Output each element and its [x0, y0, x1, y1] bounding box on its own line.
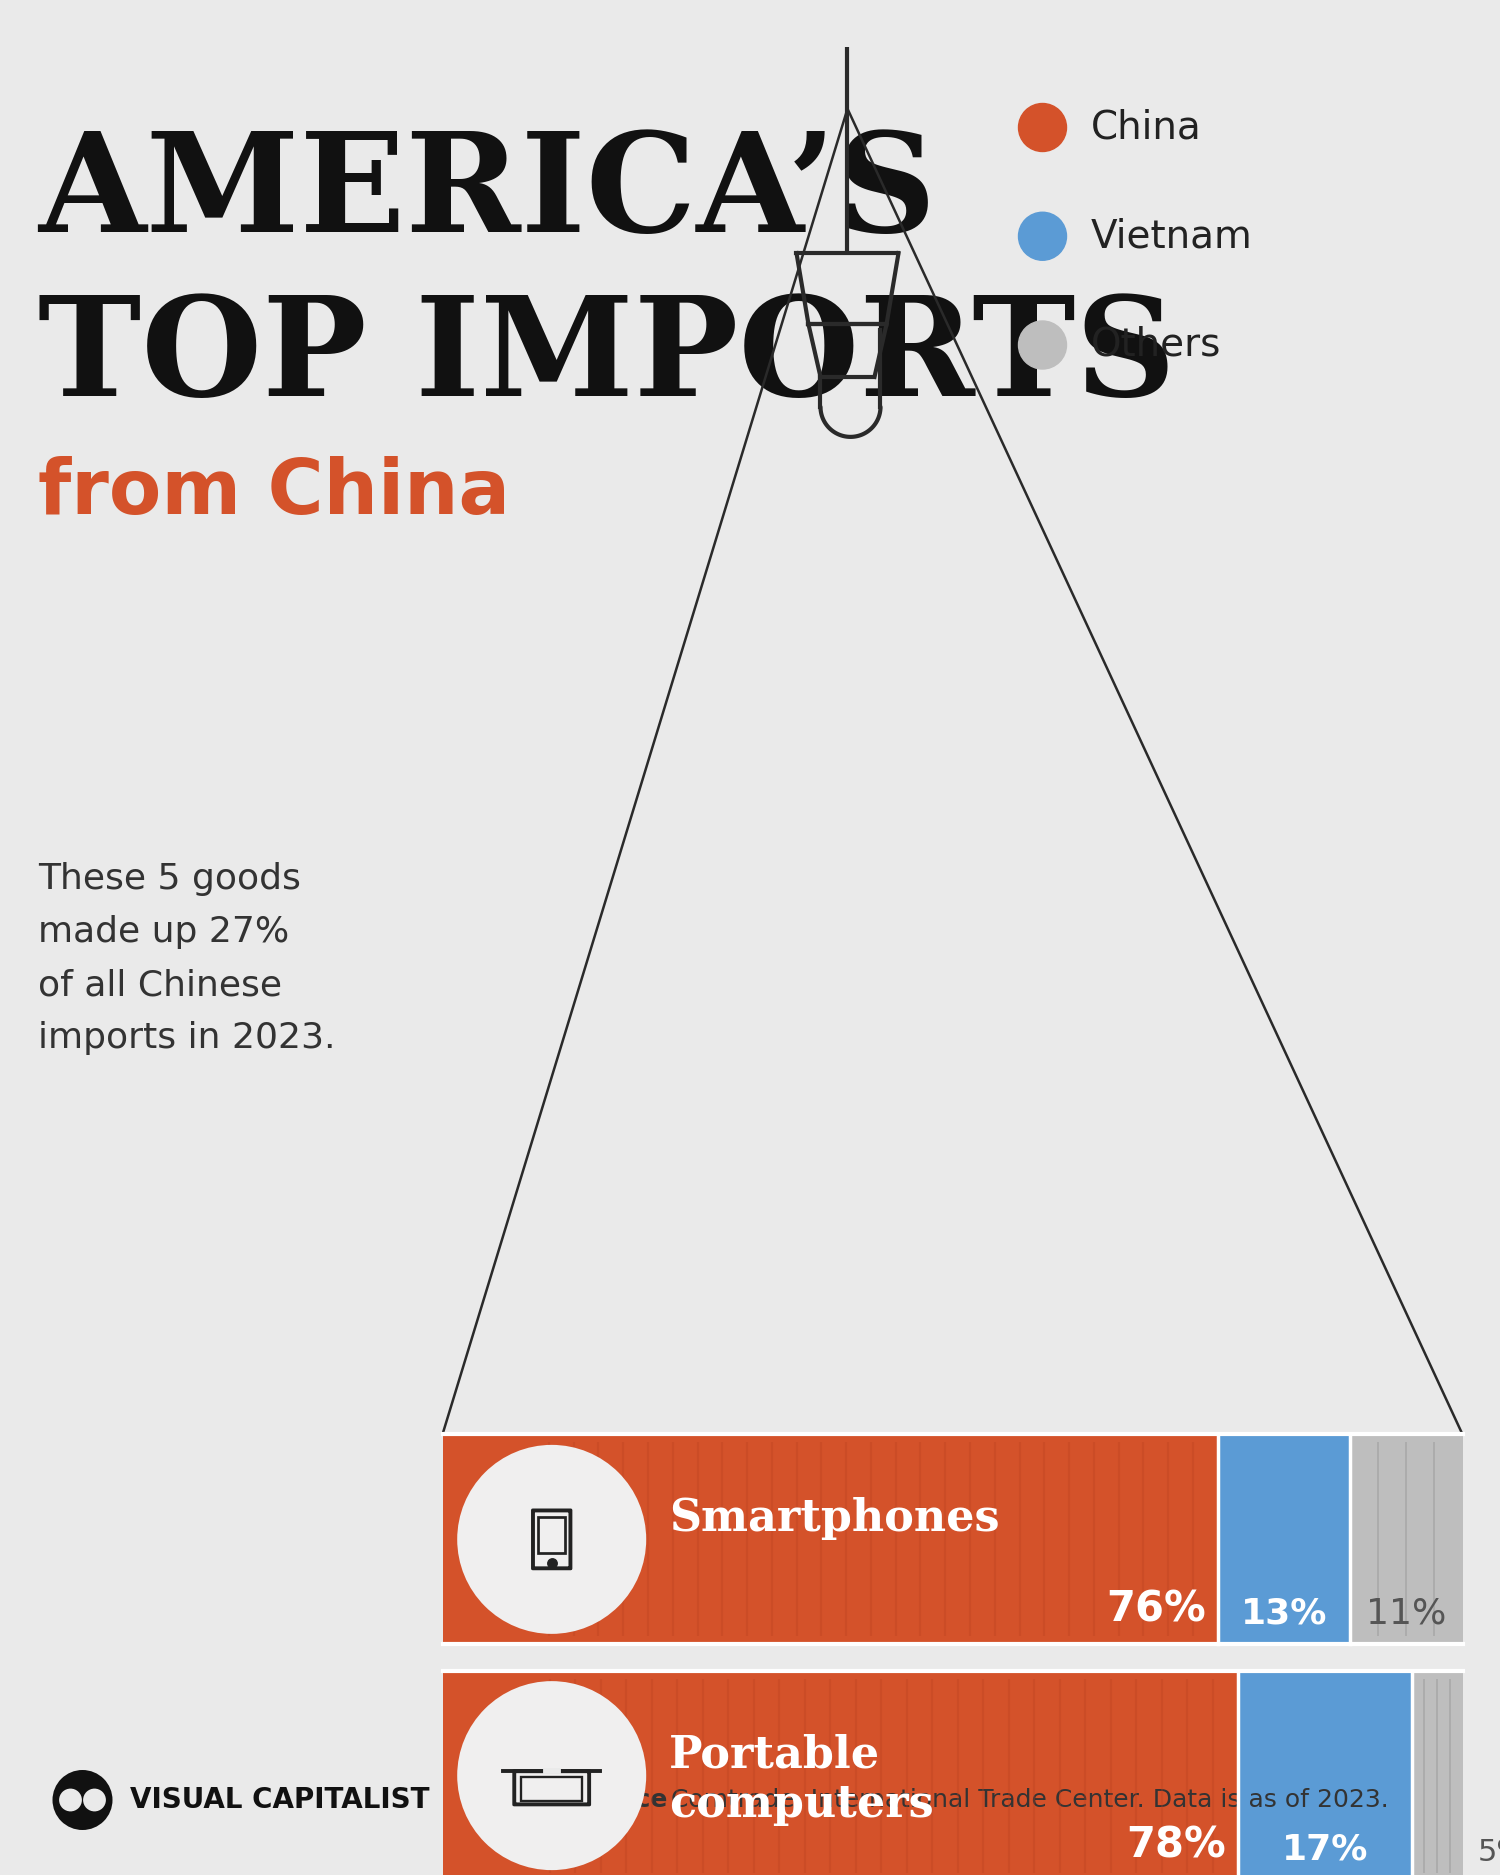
Text: These 5 goods
made up 27%
of all Chinese
imports in 2023.: These 5 goods made up 27% of all Chinese… — [38, 862, 336, 1056]
Text: TOP IMPORTS: TOP IMPORTS — [38, 291, 1176, 424]
Text: 78%: 78% — [1126, 1824, 1226, 1868]
Text: Source: Source — [570, 1789, 668, 1811]
Text: VISUAL CAPITALIST: VISUAL CAPITALIST — [130, 1787, 430, 1813]
Text: Smartphones: Smartphones — [669, 1498, 1000, 1541]
Bar — [442, 1671, 1238, 1875]
Bar — [538, 1517, 566, 1552]
Circle shape — [458, 1682, 646, 1869]
Circle shape — [58, 1789, 82, 1811]
Text: 11%: 11% — [1366, 1596, 1446, 1631]
Text: Others: Others — [1090, 326, 1221, 364]
Text: 76%: 76% — [1106, 1588, 1206, 1631]
Circle shape — [458, 1446, 646, 1633]
Bar — [1412, 1671, 1462, 1875]
Text: from China: from China — [38, 456, 510, 529]
Circle shape — [82, 1789, 106, 1811]
Text: 17%: 17% — [1281, 1832, 1368, 1868]
Bar — [1218, 1434, 1350, 1644]
Text: 13%: 13% — [1240, 1596, 1328, 1631]
Circle shape — [1019, 321, 1066, 369]
Text: AMERICA’S: AMERICA’S — [38, 128, 936, 261]
Text: Portable
computers: Portable computers — [669, 1734, 934, 1826]
Bar — [1238, 1671, 1412, 1875]
Text: 5%: 5% — [1478, 1838, 1500, 1868]
Circle shape — [53, 1770, 112, 1830]
Text: Comtrade, International Trade Center. Data is as of 2023.: Comtrade, International Trade Center. Da… — [663, 1789, 1389, 1811]
Text: China: China — [1090, 109, 1202, 146]
Text: Vietnam: Vietnam — [1090, 218, 1252, 255]
Bar — [1350, 1434, 1462, 1644]
Circle shape — [1019, 103, 1066, 152]
Bar — [520, 1776, 582, 1800]
Circle shape — [1019, 212, 1066, 261]
Bar — [442, 1434, 1218, 1644]
